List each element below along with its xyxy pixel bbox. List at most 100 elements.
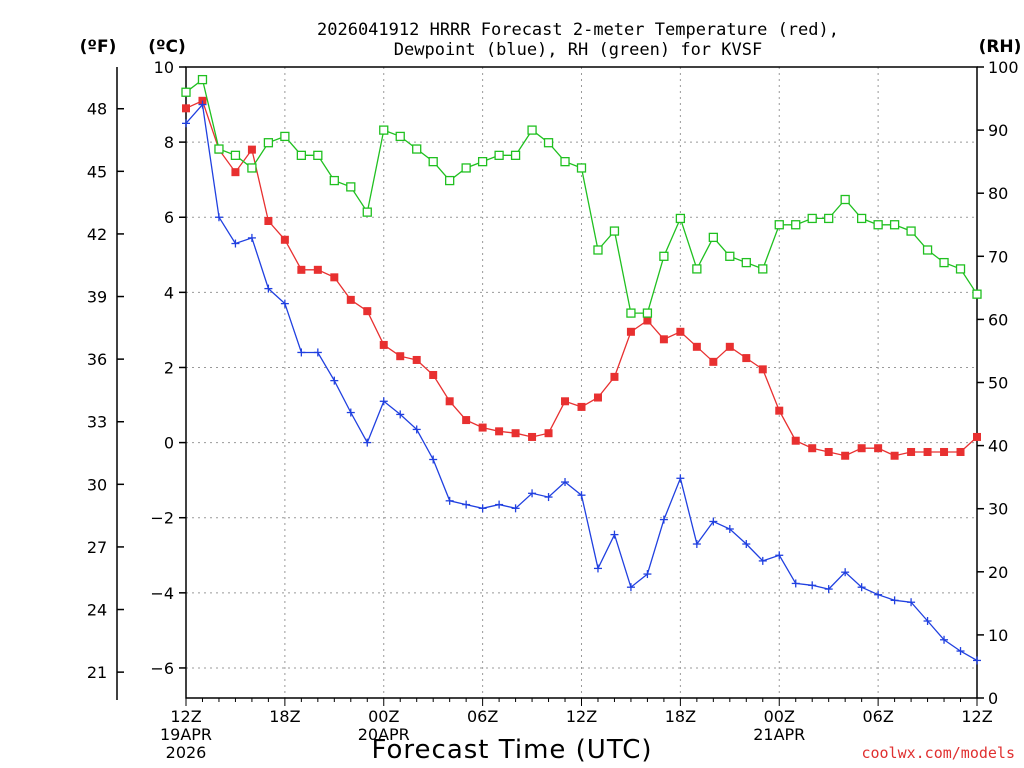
rh-point [230,150,241,160]
celsius-tick-label: 0 [164,434,174,453]
dewpoint-point [346,408,355,417]
axes [116,66,978,700]
rh-point [972,289,982,299]
temperature-point [379,340,388,349]
temperature-point [890,451,899,460]
rh-point [510,150,521,160]
rh-point [791,220,801,230]
time-tick-label: 12Z [170,707,201,726]
temperature-point [907,447,916,456]
dewpoint-point [528,489,537,498]
dewpoint-point [775,551,784,560]
temperature-point [231,168,240,177]
rh-point [428,156,438,167]
fahrenheit-axis-ticks: 48 45 42 39 36 33 30 27 24 21 [87,100,124,682]
rh-point [725,251,735,261]
rh-point [214,144,224,154]
rh-point [395,131,405,142]
temperature-point [528,432,537,441]
dewpoint-point [841,568,850,577]
celsius-tick-label: −6 [150,659,174,678]
rh-point [741,257,751,268]
rh-point [543,138,554,148]
rh-point [329,175,339,186]
dewpoint-point [264,284,273,293]
rh-tick-label: 20 [988,563,1008,582]
series-rh [181,74,982,318]
fahrenheit-tick-label: 45 [87,162,107,181]
dewpoint-point [445,496,454,505]
rh-point [824,213,834,224]
dewpoint-point [561,478,570,487]
temperature-point [264,216,273,225]
rh-tick-label: 70 [988,247,1008,266]
x-axis-label: Forecast Time (UTC) [371,735,652,765]
dewpoint-point [198,100,207,109]
dewpoint-point [824,585,833,594]
celsius-tick-label: 6 [164,208,174,227]
temperature-point [742,354,751,363]
dewpoint-point [214,213,223,222]
rh-point [856,213,867,224]
temperature-point [841,451,850,460]
date-tick-label: 20APR [358,725,410,744]
rh-point [840,194,850,205]
rh-tick-label: 40 [988,437,1008,456]
dewpoint-point [725,524,734,533]
dewpoint-point [478,504,487,513]
rh-tick-label: 50 [988,374,1008,393]
dewpoint-point [626,583,635,592]
temperature-point [775,406,784,415]
temperature-point [363,307,372,316]
celsius-tick-label: 8 [164,133,174,152]
dewpoint-point [593,564,602,573]
fahrenheit-tick-label: 21 [87,663,107,682]
rh-point [774,220,784,230]
dewpoint-point [280,299,289,308]
dewpoint-point [297,348,306,357]
temperature-point [808,444,817,453]
celsius-tick-label: 4 [164,283,174,302]
rh-point [560,156,570,167]
rh-unit-label: (RH) [979,37,1022,57]
temperature-point [791,436,800,445]
temperature-point [313,265,322,274]
fahrenheit-tick-label: 36 [87,350,107,369]
time-tick-label: 18Z [665,707,696,726]
temperature-point [280,235,289,244]
temperature-point [561,397,570,406]
temperature-point [643,316,652,325]
rh-point [263,138,274,148]
temperature-point [462,416,471,425]
rh-point [889,220,900,230]
rh-point [197,74,208,85]
dewpoint-point [676,474,685,483]
temperature-point [709,357,718,366]
dewpoint-point [330,376,339,385]
fahrenheit-unit-label: (ºF) [80,37,117,57]
plot-frame [185,66,978,699]
fahrenheit-tick-label: 42 [87,225,107,244]
rh-point [494,150,504,160]
rh-tick-label: 10 [988,626,1008,645]
rh-tick-label: 90 [988,121,1008,140]
dewpoint-point [313,348,322,357]
rh-point [247,163,257,173]
dewpoint-point [412,425,421,434]
temperature-point [610,372,619,381]
time-tick-label: 00Z [368,707,399,726]
rh-point [461,163,471,173]
celsius-tick-label: 10 [154,58,174,77]
temperature-point [874,444,883,453]
dewpoint-point [874,590,883,599]
celsius-axis-ticks: 10 8 6 4 2 0 −2 −4 −6 [150,58,186,678]
celsius-tick-label: 2 [164,358,174,377]
rh-tick-label: 100 [988,58,1019,77]
dewpoint-point [709,517,718,526]
rh-point [642,308,653,318]
dewpoint-point [396,410,405,419]
dewpoint-point [659,515,668,524]
temperature-point [429,370,438,379]
rh-tick-label: 0 [988,689,998,708]
